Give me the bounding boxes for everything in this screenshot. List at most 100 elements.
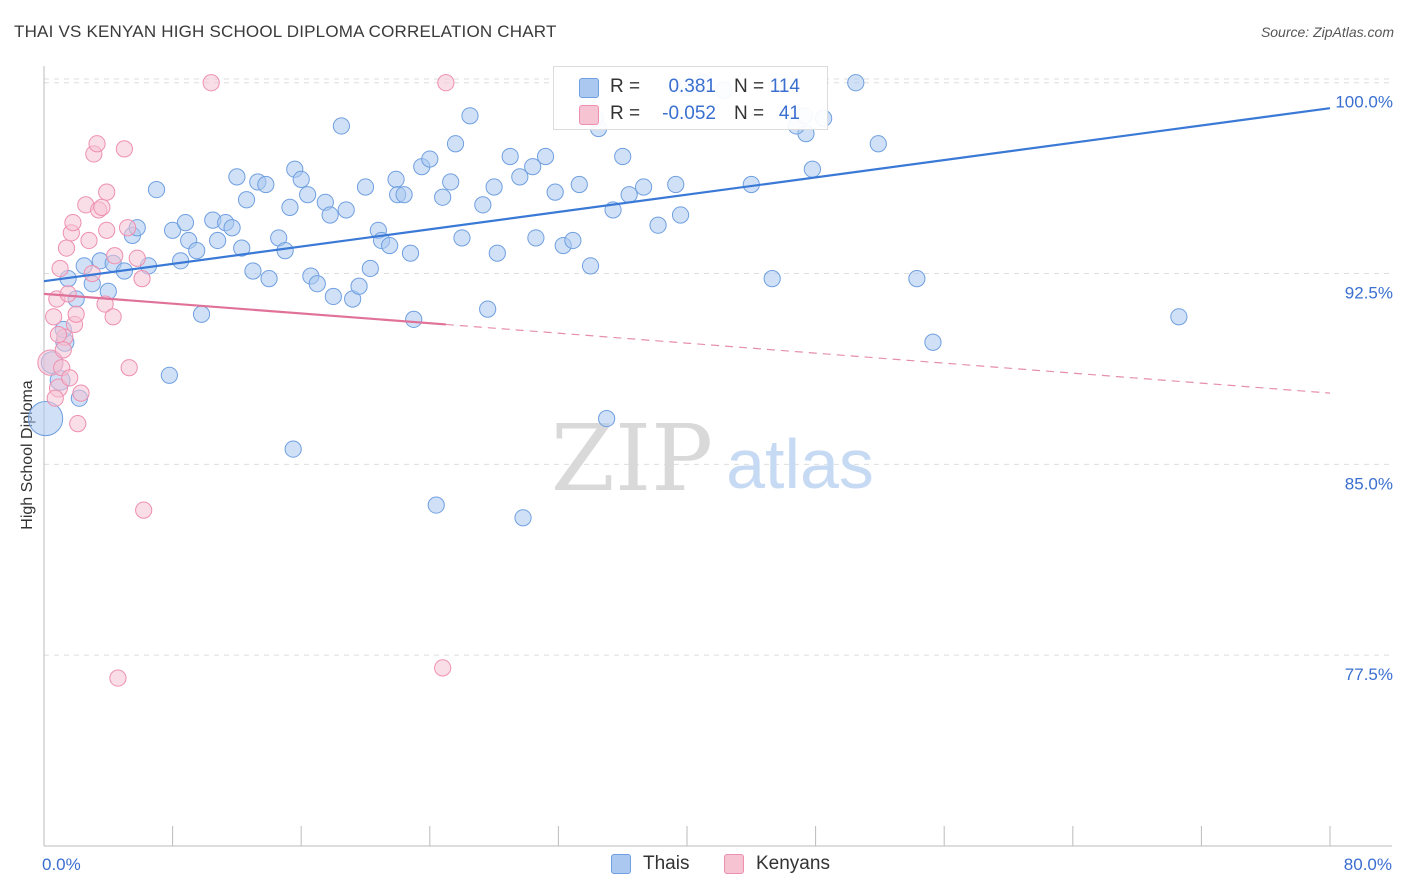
x-tick-label: 0.0% (42, 855, 81, 874)
watermark-zip: ZIP (551, 405, 713, 512)
kenyans-point (80, 231, 98, 250)
thais-point (164, 221, 182, 239)
kenyans-point (59, 285, 77, 303)
kenyans-point (61, 369, 79, 387)
source-label: Source: ZipAtlas.com (1260, 24, 1394, 40)
thais-point (160, 366, 178, 384)
kenyans-trend-line (43, 292, 446, 326)
thais-point (28, 400, 64, 437)
kenyans-point (135, 501, 153, 519)
thais-point (488, 244, 506, 262)
thais-point (527, 229, 545, 247)
y-tick-label: 92.5% (1345, 284, 1393, 303)
kenyans-point (51, 259, 69, 278)
kenyans-point (57, 239, 76, 257)
thais-point (244, 262, 262, 280)
thais-point (381, 236, 399, 255)
thais-point (228, 168, 246, 186)
y-tick-label: 85.0% (1345, 474, 1393, 493)
legend-row-thais: R = 0.381 N = 114 (554, 73, 827, 101)
r-value: 0.381 (668, 76, 716, 97)
thais-point (803, 160, 821, 178)
series-legend: Thais Kenyans (0, 852, 1406, 876)
thais-point (1170, 308, 1188, 326)
kenyans-point (98, 183, 116, 201)
thais-point (446, 135, 465, 153)
kenyans-swatch (579, 105, 599, 125)
watermark-atlas: atlas (726, 425, 874, 503)
thais-point (324, 287, 342, 306)
thais-point (233, 239, 251, 257)
kenyans-point (64, 214, 82, 232)
thais-point (667, 175, 685, 194)
thais-point (209, 231, 227, 250)
thais-swatch (579, 78, 599, 98)
thais-point (284, 440, 302, 458)
thais-point (581, 257, 600, 275)
thais-point (869, 135, 887, 153)
n-value: 114 (769, 76, 800, 97)
thais-point (847, 74, 865, 92)
watermark: ZIP atlas (551, 405, 874, 512)
thais-point (763, 270, 781, 288)
thais-point (524, 158, 542, 176)
thais-point (292, 170, 310, 189)
data-points (28, 74, 1188, 687)
kenyans-point (67, 305, 85, 323)
thais-swatch (611, 854, 631, 874)
kenyans-point (49, 326, 68, 344)
thais-point (614, 147, 632, 166)
kenyans-point (109, 669, 127, 687)
thais-point (649, 216, 667, 234)
r-label: R = (610, 76, 641, 97)
thais-point (337, 201, 355, 219)
thais-point (598, 409, 616, 428)
thais-point (276, 242, 294, 260)
y-tick-label: 100.0% (1335, 93, 1393, 112)
kenyans-point (434, 659, 452, 677)
thais-point (350, 277, 368, 295)
thais-point (479, 300, 497, 318)
stats-legend: R = 0.381 N = 114 R = -0.052 N = 41 (553, 66, 828, 130)
kenyans-point (45, 308, 63, 326)
thais-point (260, 270, 278, 288)
thais-point (147, 180, 166, 199)
thais-point (620, 186, 638, 204)
thais-point (361, 259, 379, 278)
kenyans-point (46, 389, 64, 407)
kenyans-swatch (724, 854, 744, 874)
thais-point (536, 147, 555, 166)
thais-point (474, 196, 492, 214)
thais-point (401, 244, 420, 262)
kenyans-point (72, 384, 90, 402)
r-label: R = (610, 103, 641, 124)
n-label: N = (734, 76, 765, 97)
thais-point (237, 191, 256, 209)
legend-row-kenyans: R = -0.052 N = 41 (554, 100, 827, 128)
x-tick-label: 80.0% (1344, 855, 1392, 874)
legend-label-thais: Thais (643, 853, 690, 874)
kenyans-point (115, 140, 133, 158)
kenyans-point (128, 249, 146, 267)
kenyans-point (133, 270, 151, 288)
thais-point (671, 206, 690, 224)
axes (43, 66, 1392, 847)
kenyans-point (69, 415, 87, 433)
n-value: 41 (778, 103, 800, 124)
kenyans-point (88, 135, 106, 153)
kenyans-point (54, 341, 72, 359)
r-value: -0.052 (662, 103, 716, 124)
kenyans-point (96, 295, 114, 313)
thais-point (453, 229, 471, 247)
thais-point (192, 305, 211, 323)
thais-point (356, 178, 375, 196)
thais-point (387, 170, 405, 189)
thais-point (188, 242, 206, 260)
kenyans-trend-extension (445, 323, 1331, 394)
thais-point (570, 175, 588, 194)
kenyans-point (118, 219, 137, 237)
thais-trend-line (43, 107, 1331, 283)
thais-point (308, 275, 326, 293)
thais-point (434, 188, 452, 206)
